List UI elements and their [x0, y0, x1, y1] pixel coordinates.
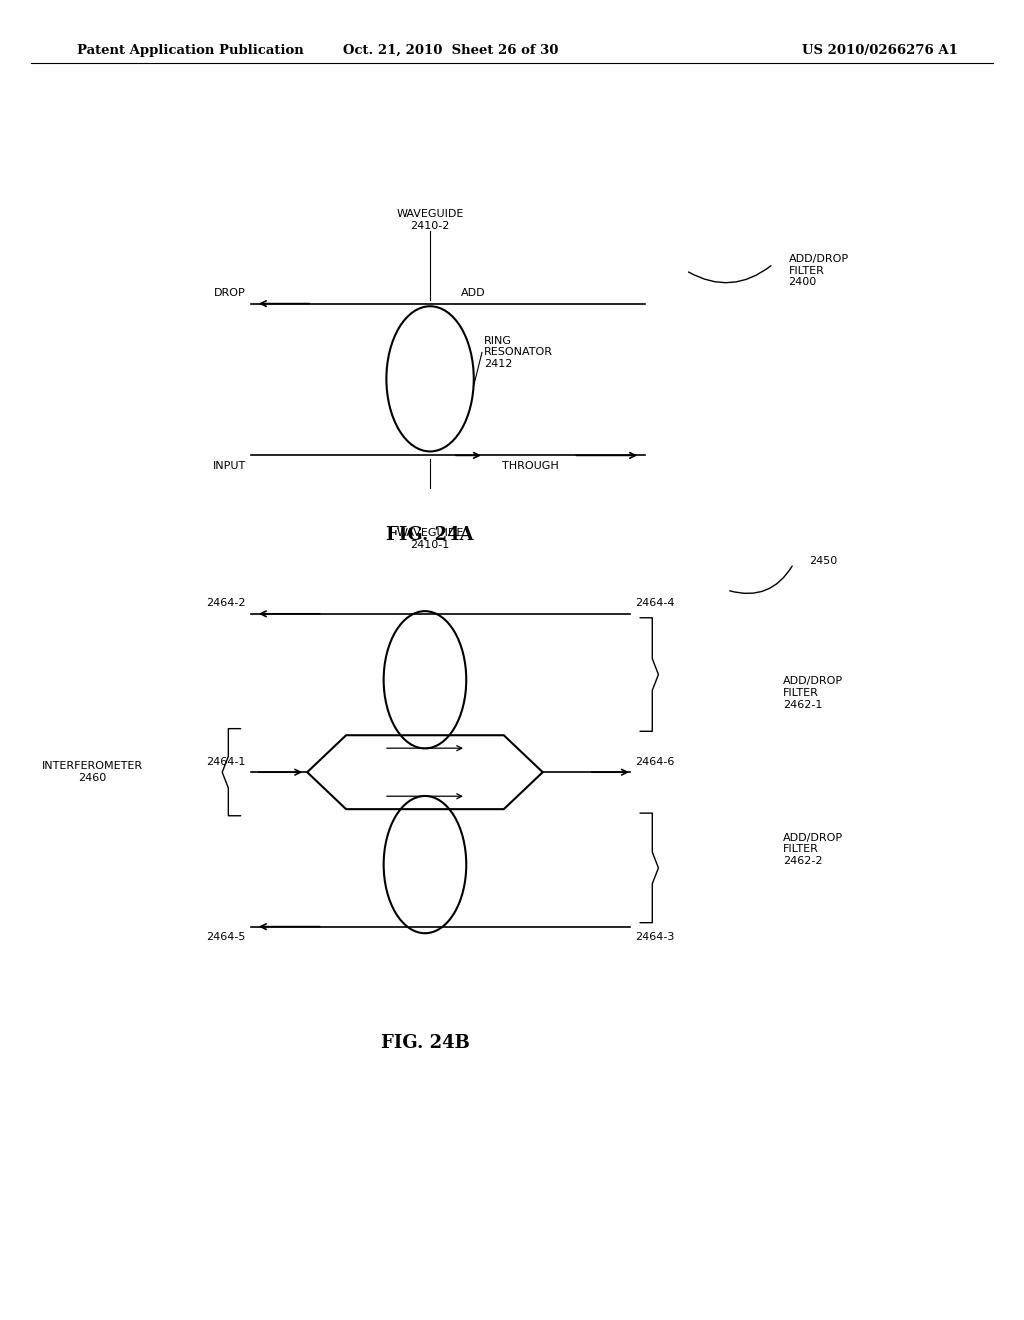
- Text: INPUT: INPUT: [213, 461, 246, 471]
- Text: 2464-4: 2464-4: [635, 598, 675, 609]
- Text: FIG. 24B: FIG. 24B: [381, 1034, 469, 1052]
- Text: 2464-5: 2464-5: [207, 932, 246, 942]
- Text: ADD/DROP
FILTER
2400: ADD/DROP FILTER 2400: [788, 253, 849, 288]
- Text: 2464-6: 2464-6: [635, 756, 674, 767]
- Text: 2464-3: 2464-3: [635, 932, 674, 942]
- Text: RING
RESONATOR
2412: RING RESONATOR 2412: [484, 335, 553, 370]
- Text: INTERFEROMETER
2460: INTERFEROMETER 2460: [42, 762, 142, 783]
- Text: DROP: DROP: [214, 288, 246, 298]
- Text: Oct. 21, 2010  Sheet 26 of 30: Oct. 21, 2010 Sheet 26 of 30: [343, 44, 558, 57]
- Text: FIG. 24A: FIG. 24A: [386, 525, 474, 544]
- Text: ADD/DROP
FILTER
2462-1: ADD/DROP FILTER 2462-1: [783, 676, 844, 710]
- Text: THROUGH: THROUGH: [502, 461, 558, 471]
- Text: US 2010/0266276 A1: US 2010/0266276 A1: [802, 44, 957, 57]
- Text: 2464-2: 2464-2: [206, 598, 246, 609]
- Text: 2464-1: 2464-1: [207, 756, 246, 767]
- Text: ADD/DROP
FILTER
2462-2: ADD/DROP FILTER 2462-2: [783, 833, 844, 866]
- Text: 2450: 2450: [809, 556, 838, 566]
- Text: ADD: ADD: [461, 288, 485, 298]
- Text: WAVEGUIDE
2410-1: WAVEGUIDE 2410-1: [396, 528, 464, 549]
- Text: WAVEGUIDE
2410-2: WAVEGUIDE 2410-2: [396, 210, 464, 231]
- Text: Patent Application Publication: Patent Application Publication: [77, 44, 303, 57]
